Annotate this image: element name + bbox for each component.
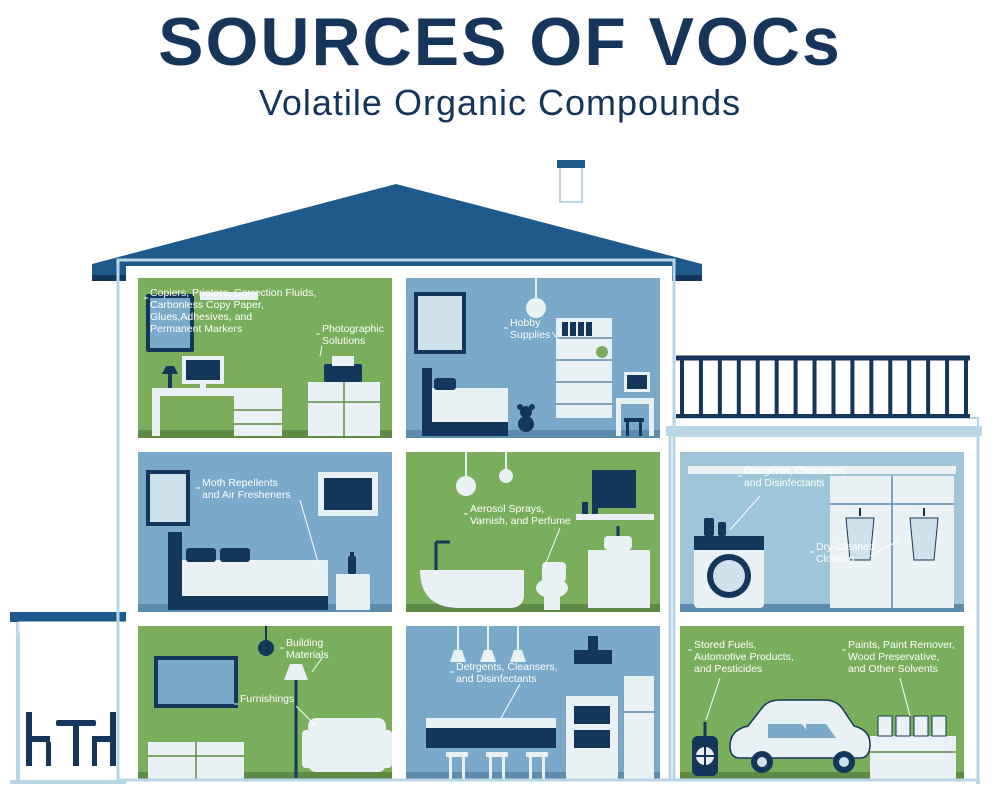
house-svg: Copiers, Printers, Correction Fluids,Car… — [0, 160, 1000, 789]
porch-furniture — [26, 712, 116, 766]
room-garage: Stored Fuels,Automotive Products,and Pes… — [680, 626, 964, 780]
header: SOURCES OF VOCs Volatile Organic Compoun… — [0, 0, 1000, 124]
page-subtitle: Volatile Organic Compounds — [0, 82, 1000, 124]
porch-awning — [10, 612, 144, 622]
room-living: BuildingMaterials Furnishings — [138, 626, 392, 780]
chimney-cap — [557, 160, 585, 168]
room-laundry: Detrgents, Cleansers,and DisinfectantsDr… — [680, 452, 964, 612]
room-hobby: HobbySupplies — [406, 278, 660, 438]
page-title: SOURCES OF VOCs — [0, 8, 1000, 76]
room-bathroom: Aerosol Sprays,Varnish, and Perfume — [406, 452, 660, 612]
annex-roofline — [666, 426, 982, 436]
room-label: Furnishings — [240, 693, 294, 705]
room-label: BuildingMaterials — [286, 637, 329, 661]
room-office: Copiers, Printers, Correction Fluids,Car… — [138, 278, 392, 438]
room-label: Moth Repellentsand Air Fresheners — [202, 477, 291, 501]
room-bedroom: Moth Repellentsand Air Fresheners — [138, 452, 392, 612]
room-kitchen: Detrgents, Cleansers,and Disinfectants — [406, 626, 660, 780]
house-infographic: Copiers, Printers, Correction Fluids,Car… — [0, 160, 1000, 789]
